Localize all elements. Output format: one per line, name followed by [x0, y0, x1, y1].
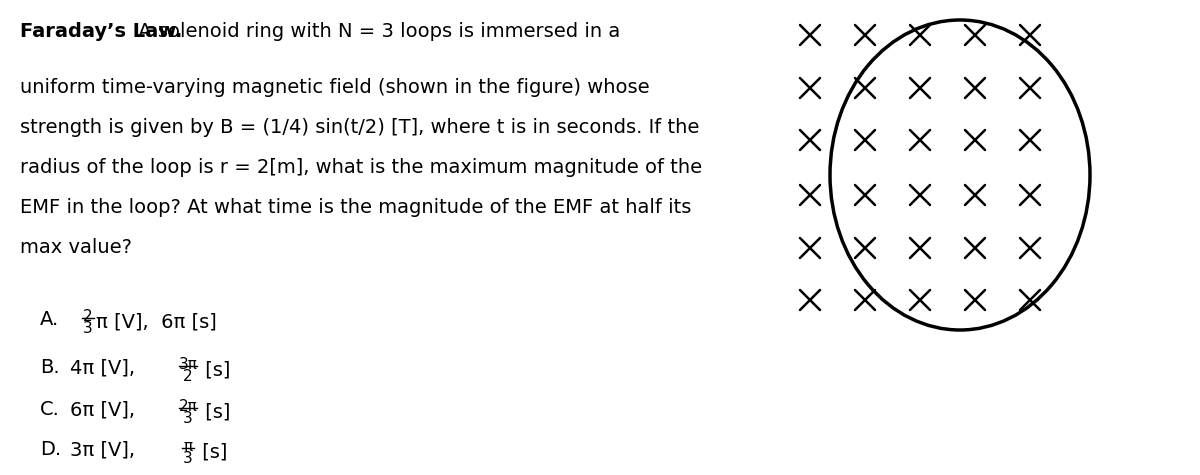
- Text: radius of the loop is r = 2[m], what is the maximum magnitude of the: radius of the loop is r = 2[m], what is …: [20, 158, 702, 177]
- Text: C.: C.: [40, 400, 60, 419]
- Text: A solenoid ring with N = 3 loops is immersed in a: A solenoid ring with N = 3 loops is imme…: [132, 22, 620, 41]
- Text: 2: 2: [83, 309, 92, 323]
- Text: π: π: [184, 438, 192, 454]
- Text: 4π [V],: 4π [V],: [70, 358, 134, 377]
- Text: 3: 3: [184, 411, 193, 426]
- Text: strength is given by B = (1/4) sin(t/2) [T], where t is in seconds. If the: strength is given by B = (1/4) sin(t/2) …: [20, 118, 700, 137]
- Text: D.: D.: [40, 440, 61, 459]
- Text: 3π: 3π: [179, 357, 198, 371]
- Text: 3π [V],: 3π [V],: [70, 440, 134, 459]
- Text: 3: 3: [83, 321, 92, 336]
- Text: [s]: [s]: [196, 442, 227, 461]
- Text: max value?: max value?: [20, 238, 132, 257]
- Text: [s]: [s]: [199, 360, 230, 379]
- Text: π [V],  6π [s]: π [V], 6π [s]: [96, 312, 216, 331]
- Text: B.: B.: [40, 358, 60, 377]
- Text: uniform time-varying magnetic field (shown in the figure) whose: uniform time-varying magnetic field (sho…: [20, 78, 649, 97]
- Text: [s]: [s]: [199, 402, 230, 421]
- Text: 2: 2: [184, 369, 193, 384]
- Text: 2π: 2π: [179, 399, 197, 414]
- Text: Faraday’s Law.: Faraday’s Law.: [20, 22, 182, 41]
- Text: 3: 3: [184, 451, 193, 466]
- Text: EMF in the loop? At what time is the magnitude of the EMF at half its: EMF in the loop? At what time is the mag…: [20, 198, 691, 217]
- Text: 6π [V],: 6π [V],: [70, 400, 134, 419]
- Text: A.: A.: [40, 310, 59, 329]
